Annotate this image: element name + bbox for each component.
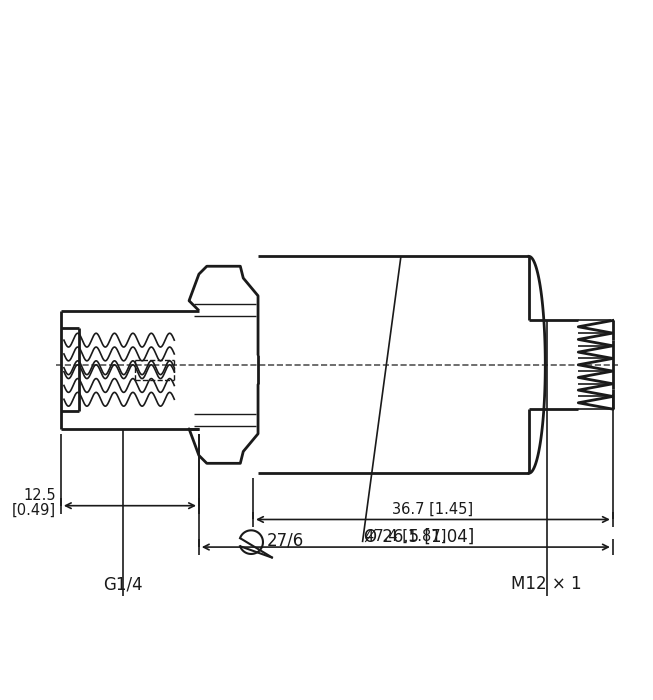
Text: 36.7 [1.45]: 36.7 [1.45] [392, 501, 473, 517]
Text: M12 × 1: M12 × 1 [511, 575, 582, 594]
Text: G1/4: G1/4 [103, 575, 143, 594]
Text: 27/6: 27/6 [267, 531, 304, 550]
Text: 12.5: 12.5 [24, 488, 56, 503]
Text: [0.49]: [0.49] [12, 503, 56, 517]
Text: 47.4 [1.87]: 47.4 [1.87] [365, 529, 447, 544]
Text: Ø 26.5 [1.04]: Ø 26.5 [1.04] [364, 528, 475, 546]
